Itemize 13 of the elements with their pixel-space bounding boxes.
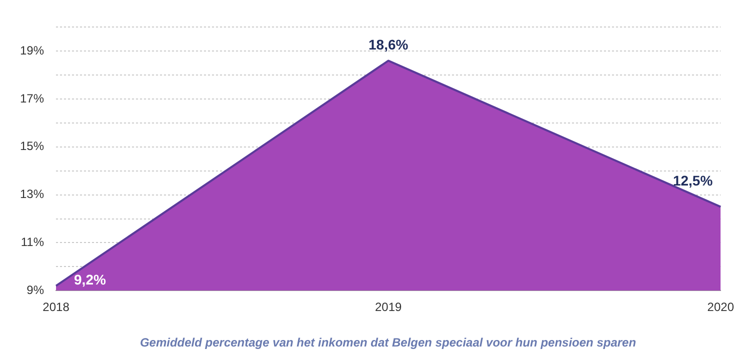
x-tick-label: 2019: [374, 300, 402, 314]
y-tick-label: 11%: [20, 235, 44, 250]
x-tick-label: 2020: [707, 300, 734, 314]
y-tick-label: 9%: [26, 282, 44, 297]
y-tick-label: 19%: [20, 43, 44, 58]
data-label: 9,2%: [74, 271, 106, 288]
y-tick-label: 17%: [20, 91, 44, 106]
x-tick-label: 2018: [42, 300, 70, 314]
y-tick-label: 15%: [20, 139, 44, 154]
data-label: 18,6%: [368, 36, 409, 53]
data-label: 12,5%: [672, 172, 714, 189]
text: Gemiddeld percentage van het inkomen dat Belgen speciaal voor hun pensioen sparen: [140, 335, 636, 350]
y-tick-label: 13%: [20, 187, 44, 202]
